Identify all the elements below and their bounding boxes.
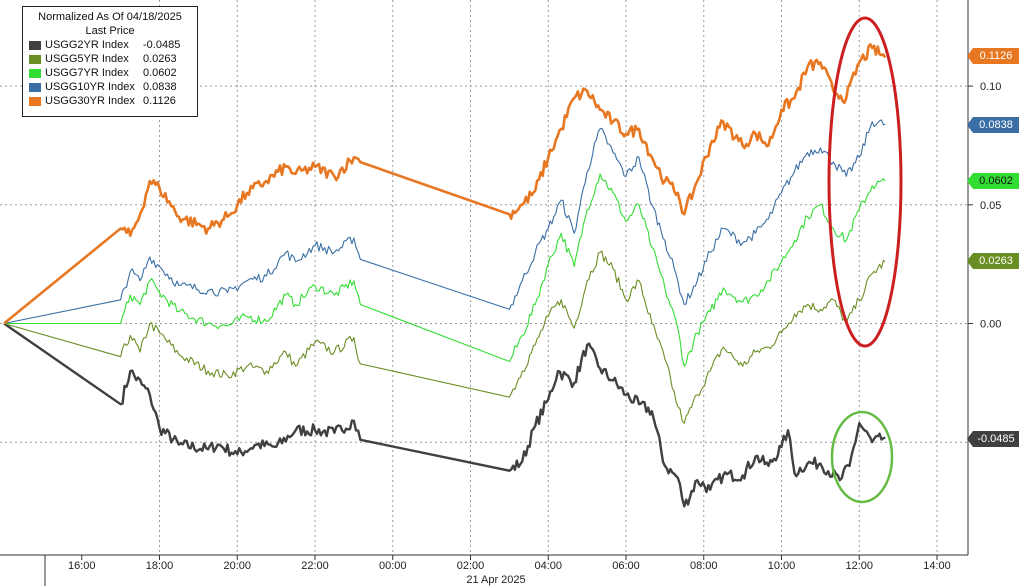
last-value-tag-30yr: 0.1126 [967,48,1019,65]
x-axis: 16:00 18:00 20:00 22:00 00:00 02:00 04:00 06:00… [0,554,968,586]
legend-entry-30yr: USGG30YR Index 0.1126 [29,94,191,108]
last-value-tag-7yr: 0.0602 [967,172,1019,189]
series-line-usgg2yr [3,322,886,508]
legend-entry-10yr: USGG10YR Index 0.0838 [29,80,191,94]
y-tick-label: 0.05 [980,200,1001,212]
x-tick-label: 20:00 [223,560,251,572]
series-line-usgg5yr [3,250,886,424]
annotation-ellipse-red [827,16,903,348]
legend-label-10yr: USGG10YR Index [45,81,135,93]
legend-swatch-7yr [29,68,41,78]
legend: Normalized As Of 04/18/2025 Last Price U… [22,6,198,117]
legend-label-2yr: USGG2YR Index [45,39,129,51]
series-line-usgg10yr [3,119,886,325]
legend-value-7yr: 0.0602 [143,67,177,79]
x-tick-label: 08:00 [690,560,718,572]
x-tick-label: 10:00 [768,560,796,572]
last-value-tag-5yr: 0.0263 [967,253,1019,270]
y-axis: 0.10 0.05 0.00 [967,0,1001,555]
legend-swatch-5yr [29,54,41,64]
x-tick-label: 18:00 [146,560,174,572]
legend-entry-2yr: USGG2YR Index -0.0485 [29,38,191,52]
x-tick-label: 12:00 [845,560,873,572]
legend-entry-5yr: USGG5YR Index 0.0263 [29,52,191,66]
x-tick-label: 02:00 [457,560,485,572]
series-line-usgg7yr [4,173,886,367]
legend-value-10yr: 0.0838 [143,81,177,93]
last-value-tag-10yr: 0.0838 [967,116,1019,133]
x-tick-label: 14:00 [923,560,951,572]
annotations [827,16,903,504]
x-axis-date-label: 21 Apr 2025 [466,574,525,586]
series-line-usgg30yr [3,43,887,325]
last-value-tag-2yr: -0.0485 [967,430,1019,447]
legend-value-2yr: -0.0485 [143,39,181,51]
legend-value-30yr: 0.1126 [143,95,176,107]
legend-entry-7yr: USGG7YR Index 0.0602 [29,66,191,80]
chart-title: Normalized As Of 04/18/2025 [38,11,182,23]
annotation-ellipse-green [830,410,894,504]
legend-swatch-10yr [29,82,41,92]
chart-subtitle: Last Price [85,25,135,37]
legend-label-30yr: USGG30YR Index [45,95,135,107]
legend-swatch-30yr [29,96,41,106]
x-tick-label: 04:00 [534,560,562,572]
legend-swatch-2yr [29,40,41,50]
x-tick-label: 22:00 [301,560,329,572]
x-tick-label: 00:00 [379,560,407,572]
legend-label-5yr: USGG5YR Index [45,53,129,65]
x-tick-label: 16:00 [68,560,96,572]
x-tick-label: 06:00 [612,560,640,572]
legend-value-5yr: 0.0263 [143,53,177,65]
y-tick-label: 0.10 [980,81,1001,93]
y-tick-label: 0.00 [980,319,1001,331]
legend-label-7yr: USGG7YR Index [45,67,129,79]
series-lines [3,43,887,508]
